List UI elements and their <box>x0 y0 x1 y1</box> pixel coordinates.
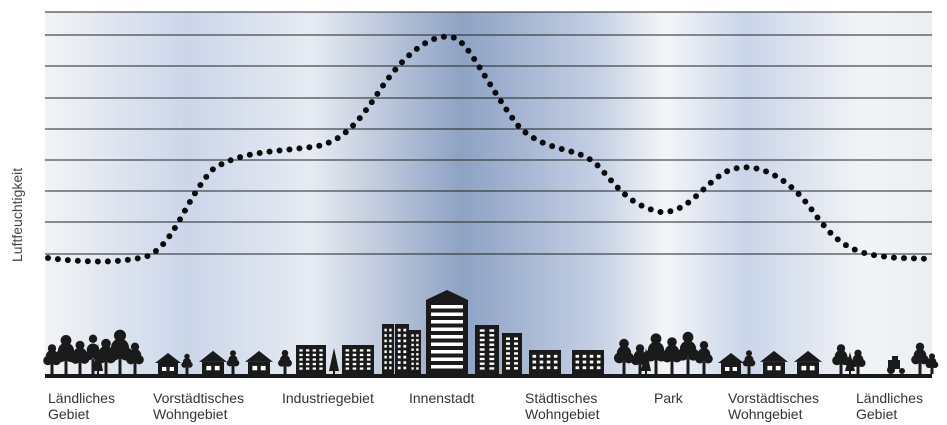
skyscraper-icon <box>502 333 522 374</box>
tree-icon <box>641 348 651 374</box>
zone-label-line: Städtisches <box>525 390 598 406</box>
y-axis-label: Luftfeuchtigkeit <box>9 167 25 262</box>
zone-label-line: Park <box>654 390 683 406</box>
zone-label-line: Wohngebiet <box>525 406 600 422</box>
zone-label: Vorstädtisches Wohngebiet <box>153 390 244 422</box>
zone-label-line: Ländliches <box>48 390 115 406</box>
zone-label: Park <box>654 390 683 406</box>
zone-label: Vorstädtisches Wohngebiet <box>728 390 819 422</box>
zone-label: Ländliches Gebiet <box>856 390 923 422</box>
zone-label: Ländliches Gebiet <box>48 390 115 422</box>
tree-icon <box>644 333 668 374</box>
gridlines <box>45 11 932 255</box>
house-icon <box>155 353 181 374</box>
skyscraper-icon <box>475 325 499 374</box>
zone-label-line: Vorstädtisches <box>153 390 245 406</box>
tree-icon <box>181 353 193 374</box>
zone-label: Industriegebiet <box>282 390 374 406</box>
tree-icon <box>695 341 713 374</box>
skyscraper-icon <box>382 324 394 374</box>
tree-icon <box>676 331 700 374</box>
tree-icon <box>832 344 850 374</box>
zone-label-line: Wohngebiet <box>728 406 803 422</box>
tree-icon <box>126 342 144 374</box>
apartment-icon <box>529 350 561 374</box>
zone-label-line: Ländliches <box>856 390 923 406</box>
house-icon <box>718 353 744 374</box>
factory-icon <box>296 345 326 374</box>
tree-icon <box>742 350 756 374</box>
tree-icon <box>845 352 855 374</box>
tree-icon <box>329 348 339 374</box>
tree-icon <box>661 337 683 374</box>
zone-label-line: Gebiet <box>48 406 90 422</box>
factory-icon <box>342 345 374 374</box>
tree-icon <box>93 344 103 374</box>
tree-icon <box>850 349 866 374</box>
tractor-icon <box>887 356 905 374</box>
skyscraper-icon <box>409 330 421 374</box>
zone-label-line: Wohngebiet <box>153 406 228 422</box>
house-icon <box>245 350 273 374</box>
tree-icon <box>226 350 240 374</box>
house-icon <box>794 350 822 374</box>
tree-icon <box>911 342 929 374</box>
zone-label-line: Gebiet <box>856 406 898 422</box>
zone-label-line: Innenstadt <box>409 390 475 406</box>
house-icon <box>760 350 788 374</box>
zone-label-line: Vorstädtisches <box>728 390 820 406</box>
tree-icon <box>925 353 939 374</box>
apartment-icon <box>572 350 604 374</box>
zone-label: Städtisches Wohngebiet <box>525 390 599 422</box>
skyscraper-icon <box>395 324 409 374</box>
city-skyline <box>43 290 939 374</box>
zone-label: Innenstadt <box>409 390 474 406</box>
skyscraper-icon <box>426 290 468 374</box>
zone-label-line: Industriegebiet <box>282 390 374 406</box>
tree-icon <box>278 349 292 374</box>
house-icon <box>199 350 227 374</box>
